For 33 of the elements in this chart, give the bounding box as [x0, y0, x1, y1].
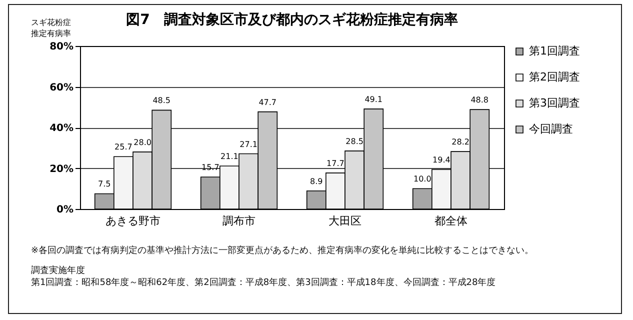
text: ※各回の調査では有病判定の基準や推計方法に一部変更点があるため、推定有病率の変化を単純に比較することはできない。: [31, 245, 534, 257]
data-label: 8.9: [310, 176, 323, 186]
y-tick-label: 20%: [50, 164, 74, 175]
data-label: 17.7: [326, 158, 344, 168]
data-label: 27.1: [240, 140, 258, 149]
text: 調査実施年度: [31, 265, 86, 277]
legend-label: 今回調査: [529, 122, 573, 136]
x-tick-label: 都全体: [434, 214, 468, 228]
chart-title: 図7 調査対象区市及び都内のスギ花粉症推定有病率: [126, 11, 458, 28]
data-label: 28.5: [346, 136, 364, 146]
data-label: 49.1: [364, 94, 383, 104]
data-label: 25.7: [114, 142, 132, 152]
x-tick-label: 調布市: [222, 214, 256, 228]
data-label: 47.7: [258, 98, 277, 107]
data-label: 28.2: [452, 138, 470, 147]
y-axis-title: スギ花粉症推定有病率: [31, 17, 71, 39]
y-tick-label: 0%: [56, 204, 74, 216]
data-label: 48.5: [152, 96, 171, 106]
data-label: 19.4: [432, 155, 450, 164]
data-label: 48.8: [470, 96, 489, 105]
y-tick-label: 60%: [50, 82, 74, 94]
legend-label: 第3回調査: [529, 96, 580, 110]
text: 第1回調査：昭和58年度～昭和62年度、第2回調査：平成8年度、第3回調査：平成18年度、今回調査：平成28年度: [31, 277, 497, 289]
legend-label: 第1回調査: [529, 44, 580, 58]
x-tick-label: あきる野市: [106, 214, 160, 228]
y-tick-label: 40%: [50, 123, 74, 134]
data-label: 7.5: [98, 180, 111, 189]
data-label: 21.1: [220, 152, 238, 162]
legend-label: 第2回調査: [529, 70, 580, 84]
data-label: 28.0: [134, 138, 152, 147]
y-tick-label: 80%: [50, 42, 74, 52]
data-label: 10.0: [413, 174, 432, 184]
x-tick-label: 大田区: [328, 214, 362, 228]
